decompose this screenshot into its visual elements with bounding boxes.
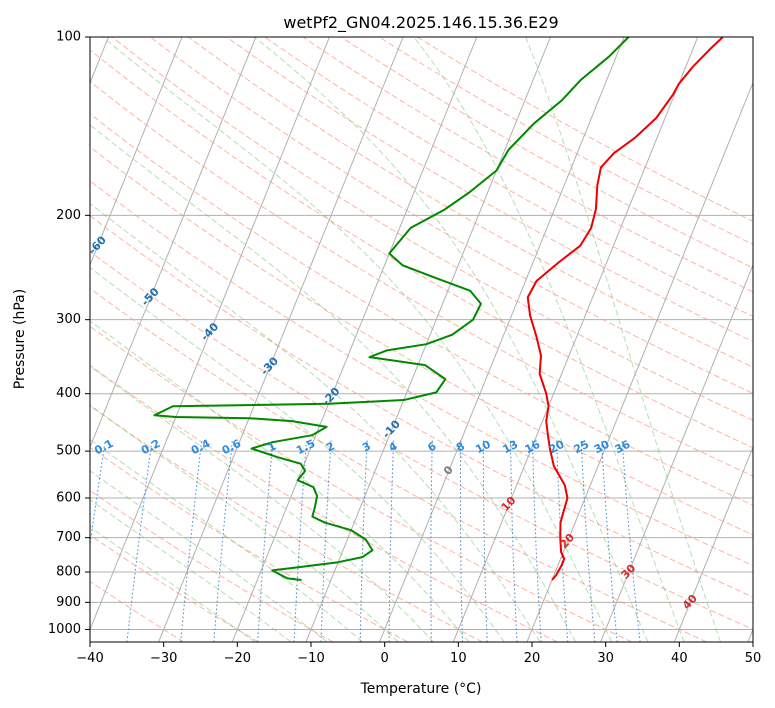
isotherm-line — [90, 37, 330, 631]
mixing-ratio-label: 36 — [613, 438, 633, 457]
x-tick-label: 20 — [524, 651, 541, 666]
mixing-ratio-line — [459, 440, 463, 642]
mixing-ratio-line — [293, 440, 307, 642]
dry-adiabat-line — [90, 364, 558, 642]
mixing-ratio-line — [320, 440, 332, 642]
dry-adiabat-line — [90, 80, 753, 477]
mixing-ratio-label: 20 — [547, 438, 567, 457]
mixing-ratio-line — [532, 440, 542, 642]
dry-adiabat-line — [90, 534, 259, 642]
y-tick-label: 700 — [56, 530, 81, 545]
moist-adiabat-line — [90, 202, 541, 642]
mixing-ratio-line — [359, 440, 368, 642]
temperature-profile-line — [526, 37, 724, 581]
mixing-ratio-line — [257, 440, 274, 642]
moist-adiabat-line — [90, 365, 434, 642]
mixing-ratio-label: 30 — [592, 438, 612, 457]
mixing-ratio-line — [482, 440, 488, 642]
x-axis-ticks: −40 −30 −20 −10 0 10 20 30 40 50 — [76, 642, 761, 666]
isotherm-line — [379, 37, 625, 642]
mixing-ratio-label: 13 — [501, 438, 521, 457]
x-tick-label: 10 — [450, 651, 467, 666]
mixing-ratio-line — [388, 440, 395, 642]
dry-adiabat-line — [90, 325, 633, 642]
x-tick-label: −30 — [150, 651, 177, 666]
moist-adiabat-line — [90, 470, 328, 642]
y-tick-label: 300 — [56, 312, 81, 327]
isotherm-line — [600, 263, 753, 642]
y-tick-label: 800 — [56, 565, 81, 580]
mixing-ratio-line — [90, 440, 106, 549]
mixing-ratio-line — [580, 440, 596, 642]
dry-adiabat-line — [149, 37, 753, 394]
isotherm-line — [526, 81, 753, 642]
y-tick-label: 200 — [56, 208, 81, 223]
isotherm-line — [158, 37, 404, 642]
mixing-ratio-label: 10 — [473, 438, 493, 457]
dry-adiabat-line — [90, 250, 753, 630]
y-tick-label: 100 — [56, 30, 81, 45]
y-axis-ticks: 100 200 300 400 500 600 700 800 900 1000 — [48, 30, 90, 637]
moist-adiabats — [90, 37, 721, 642]
isotherm-line — [673, 445, 753, 642]
mixing-ratio-lines — [90, 440, 641, 642]
dry-adiabat-line — [90, 287, 707, 642]
isotherm-line — [452, 37, 699, 642]
x-tick-label: −10 — [297, 651, 324, 666]
mixing-ratio-line — [126, 440, 153, 642]
mixing-ratio-label: 16 — [523, 438, 543, 457]
plot-frame — [89, 36, 754, 643]
x-tick-label: 40 — [671, 651, 688, 666]
y-tick-label: 1000 — [48, 622, 81, 637]
mixing-ratio-line — [180, 440, 203, 642]
mixing-ratio-line — [621, 440, 641, 642]
mixing-ratio-line — [510, 440, 518, 642]
x-tick-label: 30 — [597, 651, 614, 666]
dry-adiabat-line — [111, 37, 753, 421]
y-tick-label: 600 — [56, 491, 81, 506]
mixing-ratio-line — [213, 440, 233, 642]
isotherm-line — [231, 37, 478, 642]
isotherm-line — [90, 37, 257, 449]
dry-adiabat-line — [264, 37, 753, 317]
isotherm-line — [305, 37, 551, 642]
moist-adiabat-line — [90, 124, 577, 642]
moist-adiabat-line — [525, 37, 721, 642]
mixing-ratio-line — [430, 440, 433, 642]
y-tick-label: 900 — [56, 595, 81, 610]
chart-title: wetPf2_GN04.2025.146.15.36.E29 — [283, 13, 558, 33]
plot-area: -100-90-80-70-60-50-40-30-20-100.10.20.4… — [90, 37, 753, 642]
mixing-ratio-line — [556, 440, 569, 642]
dry-adiabat-line — [90, 49, 753, 449]
mixing-ratio-label: 25 — [572, 438, 592, 457]
x-tick-label: 50 — [745, 651, 762, 666]
moist-adiabat-line — [90, 404, 399, 642]
mixing-ratio-line — [601, 440, 618, 642]
dry-adiabat-line — [90, 489, 334, 642]
y-axis-label: Pressure (hPa) — [12, 289, 28, 389]
y-tick-label: 500 — [56, 444, 81, 459]
dry-adiabat-line — [188, 37, 753, 368]
skewed-isotherms — [90, 37, 753, 642]
dry-adiabat-line — [226, 37, 753, 343]
moist-adiabat-line — [90, 526, 256, 642]
dry-adiabat-line — [90, 146, 753, 536]
moist-adiabat-line — [90, 438, 363, 642]
profile-series — [153, 37, 724, 581]
moist-adiabat-line — [102, 37, 613, 642]
x-tick-label: −20 — [224, 651, 251, 666]
y-tick-label: 400 — [56, 386, 81, 401]
x-tick-label: 0 — [381, 651, 389, 666]
x-tick-label: −40 — [76, 651, 103, 666]
dry-adiabat-line — [90, 215, 753, 598]
x-axis-label: Temperature (°C) — [360, 681, 482, 697]
dewpoint-profile-line — [153, 37, 630, 581]
moist-adiabat-line — [413, 37, 685, 642]
isotherm-line — [90, 37, 183, 267]
moist-adiabat-line — [254, 37, 649, 642]
dry-adiabat-line — [90, 113, 753, 506]
